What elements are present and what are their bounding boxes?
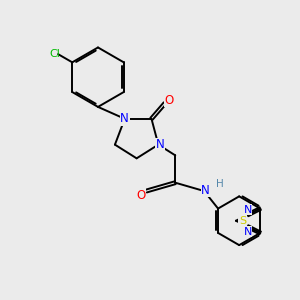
Text: Cl: Cl <box>49 49 60 59</box>
Text: N: N <box>243 205 252 214</box>
Text: S: S <box>239 216 246 226</box>
Text: N: N <box>201 184 210 196</box>
Text: H: H <box>216 178 224 189</box>
Text: N: N <box>155 138 164 151</box>
Text: O: O <box>136 189 146 202</box>
Text: O: O <box>165 94 174 107</box>
Text: N: N <box>120 112 129 125</box>
Text: N: N <box>243 227 252 237</box>
